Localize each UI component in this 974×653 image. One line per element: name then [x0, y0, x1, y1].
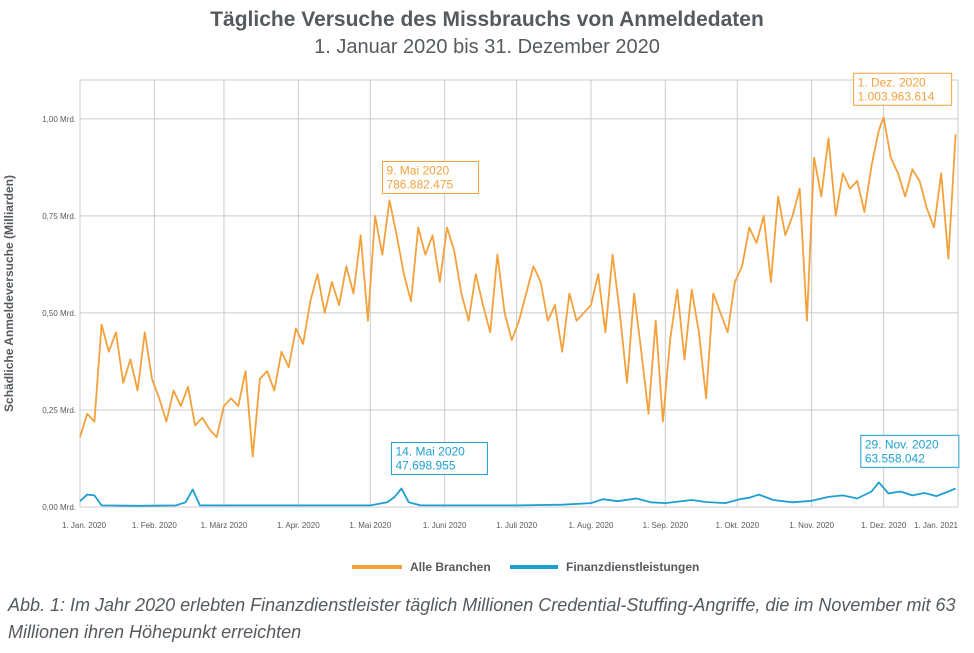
annotation-date: 9. Mai 2020 [386, 164, 449, 178]
chart-subtitle: 1. Januar 2020 bis 31. Dezember 2020 [314, 36, 660, 58]
y-tick-label: 0,75 Mrd. [42, 212, 76, 221]
y-tick-label: 1,00 Mrd. [42, 115, 76, 124]
legend-label-alle-branchen: Alle Branchen [410, 560, 491, 574]
series-line-finanzdienstleistungen [79, 481, 956, 507]
annotation-value: 63.558.042 [865, 451, 925, 465]
x-tick-label: 1. März 2020 [201, 521, 248, 530]
x-tick-label: 1. Jan. 2020 [62, 521, 107, 530]
line-chart: 0,00 Mrd. 0,25 Mrd. 0,50 Mrd. 0,75 Mrd. 1,00… [2, 72, 960, 574]
series-line-alle-branchen [79, 116, 957, 458]
annotation-box [390, 441, 488, 475]
x-tick-label: 1. Aug. 2020 [568, 521, 613, 530]
annotation-date: 29. Nov. 2020 [865, 437, 939, 451]
annotation-date: 1. Dez. 2020 [858, 75, 926, 89]
x-tick-label: 1. Feb. 2020 [132, 521, 177, 530]
x-tick-label: 1. Juni 2020 [423, 521, 467, 530]
x-tick-label: 1. Okt. 2020 [716, 521, 760, 530]
annotation-date: 14. Mai 2020 [395, 444, 465, 458]
annotation-value: 786.882.475 [386, 178, 453, 192]
x-tick-label: 1. Nov. 2020 [789, 521, 834, 530]
annotation-value: 47.698.955 [395, 458, 455, 472]
annotation-box [381, 161, 479, 195]
annotation-box [860, 434, 960, 468]
annotation-box [853, 72, 953, 106]
annotation-value: 1.003.963.614 [858, 89, 935, 103]
y-tick-label: 0,00 Mrd. [42, 503, 76, 512]
x-tick-label: 1. Jan. 2021 [914, 521, 959, 530]
y-tick-label: 0,25 Mrd. [42, 406, 76, 415]
y-axis-title: Schädliche Anmeldeversuche (Milliarden) [2, 175, 16, 412]
legend-label-finanzdienstleistungen: Finanzdienstleistungen [566, 560, 699, 574]
x-tick-label: 1. Juli 2020 [496, 521, 537, 530]
y-tick-label: 0,50 Mrd. [42, 309, 76, 318]
x-tick-label: 1. Mai 2020 [349, 521, 391, 530]
x-tick-label: 1. Sep. 2020 [643, 521, 689, 530]
figure-caption: Abb. 1: Im Jahr 2020 erlebten Finanzdien… [8, 595, 956, 642]
x-tick-label: 1. Dez. 2020 [861, 521, 907, 530]
x-tick-label: 1. Apr. 2020 [277, 521, 320, 530]
chart-title: Tägliche Versuche des Missbrauchs von An… [210, 8, 764, 31]
plot-frame [79, 79, 959, 508]
